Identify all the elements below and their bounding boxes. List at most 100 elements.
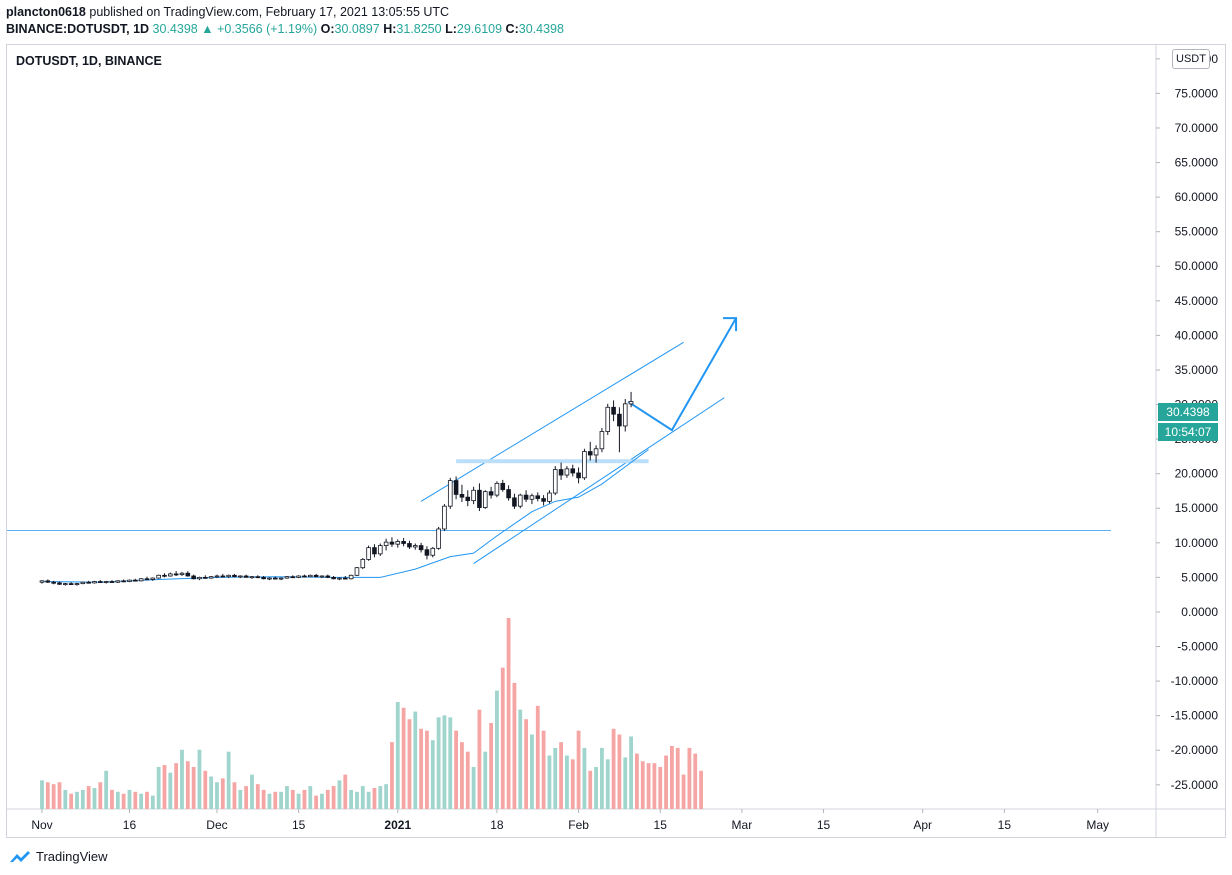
price-tick-label: 45.0000 bbox=[1175, 294, 1219, 308]
currency-button[interactable]: USDT bbox=[1172, 49, 1210, 69]
price-tick-label: 0.0000 bbox=[1181, 605, 1218, 619]
volume-bar bbox=[646, 763, 651, 809]
volume-bar bbox=[430, 740, 435, 809]
close-value: 30.4398 bbox=[518, 22, 564, 36]
volume-bar bbox=[378, 786, 383, 809]
volume-bar bbox=[401, 707, 406, 809]
candle-down bbox=[488, 491, 494, 496]
candle-down bbox=[587, 451, 593, 456]
price-tick-label: 70.0000 bbox=[1175, 121, 1219, 135]
candle-down bbox=[133, 579, 138, 582]
candle-down bbox=[162, 574, 167, 577]
price-tick-label: -15.0000 bbox=[1171, 709, 1219, 723]
candle-down bbox=[506, 489, 511, 499]
candle-up bbox=[39, 580, 45, 583]
tradingview-cloud-icon bbox=[10, 851, 30, 862]
candle-up bbox=[150, 577, 156, 580]
time-tick-label: 2021 bbox=[384, 818, 411, 832]
candle-up bbox=[249, 576, 255, 579]
volume-bar bbox=[331, 786, 336, 809]
volume-bar bbox=[238, 789, 243, 809]
volume-bar bbox=[658, 766, 663, 809]
symbol-full: BINANCE:DOTUSDT, 1D bbox=[6, 22, 150, 36]
candle-up bbox=[307, 574, 313, 578]
time-tick-label: Feb bbox=[568, 818, 589, 832]
author-name: plancton0618 bbox=[6, 5, 86, 19]
candle-down bbox=[523, 494, 529, 500]
volume-bar bbox=[413, 711, 418, 809]
volume-bar bbox=[407, 719, 412, 809]
volume-bar bbox=[203, 770, 208, 809]
candle-down bbox=[57, 582, 62, 585]
volume-bar bbox=[512, 682, 517, 809]
volume-bar bbox=[115, 791, 120, 809]
volume-bar bbox=[419, 728, 424, 809]
volume-bar bbox=[384, 784, 389, 809]
volume-bar bbox=[232, 782, 237, 809]
candle-down bbox=[185, 572, 191, 577]
volume-bar bbox=[535, 705, 540, 809]
volume-bar bbox=[139, 793, 144, 809]
volume-bar bbox=[40, 780, 44, 809]
volume-bar bbox=[174, 763, 179, 809]
candle-down bbox=[98, 581, 103, 583]
volume-bar bbox=[80, 789, 85, 809]
price-tick-label: 55.0000 bbox=[1175, 225, 1219, 239]
chart-legend-symbol: DOTUSDT, 1D, BINANCE bbox=[16, 54, 162, 68]
volume-bar bbox=[565, 755, 569, 809]
volume-bar bbox=[250, 774, 254, 809]
candle-up bbox=[267, 577, 272, 580]
volume-bar bbox=[465, 751, 470, 809]
candle-up bbox=[226, 574, 231, 578]
price-tick-label: 40.0000 bbox=[1175, 328, 1219, 342]
candle-up bbox=[366, 547, 371, 560]
volume-bar bbox=[162, 765, 167, 809]
price-tick-label: 10.0000 bbox=[1175, 536, 1219, 550]
time-axis[interactable]: Nov 16 Dec 15 2021 18 Feb 15 Mar 15 Apr 15 May bbox=[31, 809, 1109, 832]
price-tick-label: 20.0000 bbox=[1175, 467, 1219, 481]
volume-bar bbox=[570, 759, 575, 809]
volume-bar bbox=[215, 782, 219, 809]
volume-bar bbox=[45, 782, 50, 809]
volume-bar bbox=[296, 793, 301, 809]
volume-bar bbox=[477, 709, 482, 809]
candle-up bbox=[552, 469, 558, 494]
volume-bar bbox=[180, 749, 184, 809]
candle-down bbox=[401, 541, 406, 544]
tradingview-logo[interactable]: TradingView bbox=[8, 848, 108, 864]
channel-lower-line bbox=[473, 397, 725, 564]
candle-up bbox=[494, 482, 500, 496]
candle-up bbox=[447, 480, 453, 507]
volume-bar bbox=[395, 702, 400, 809]
price-tick-label: 60.0000 bbox=[1175, 190, 1219, 204]
candle-down bbox=[325, 575, 331, 578]
volume-bar bbox=[104, 770, 109, 809]
volume-bar bbox=[145, 791, 149, 809]
candle-up bbox=[354, 567, 360, 576]
volume-bar bbox=[495, 690, 499, 809]
volume-bar bbox=[693, 753, 698, 809]
candle-up bbox=[599, 431, 605, 450]
volume-bar bbox=[314, 795, 319, 809]
volume-bar bbox=[355, 791, 359, 809]
candle-up bbox=[360, 559, 366, 569]
volume-bar bbox=[209, 776, 214, 809]
volume-bar bbox=[150, 795, 155, 809]
candle-down bbox=[232, 574, 237, 578]
volume-bar bbox=[127, 789, 132, 809]
candle-down bbox=[51, 581, 56, 584]
price-axis[interactable]: 80.000075.000070.000065.000060.000055.00… bbox=[1156, 52, 1218, 792]
candle-down bbox=[541, 498, 546, 502]
volume-bar bbox=[92, 787, 97, 809]
volume-bar bbox=[489, 723, 493, 809]
change-value: ▲ +0.3566 (+1.19%) bbox=[201, 22, 318, 36]
volume-bar bbox=[226, 751, 231, 809]
candle-up bbox=[214, 575, 220, 578]
drawings bbox=[7, 317, 1111, 583]
volume-bar bbox=[448, 717, 453, 809]
volume-bar bbox=[635, 753, 639, 809]
candle-up bbox=[197, 576, 202, 580]
volume-bar bbox=[51, 784, 56, 809]
candle-down bbox=[45, 580, 51, 583]
